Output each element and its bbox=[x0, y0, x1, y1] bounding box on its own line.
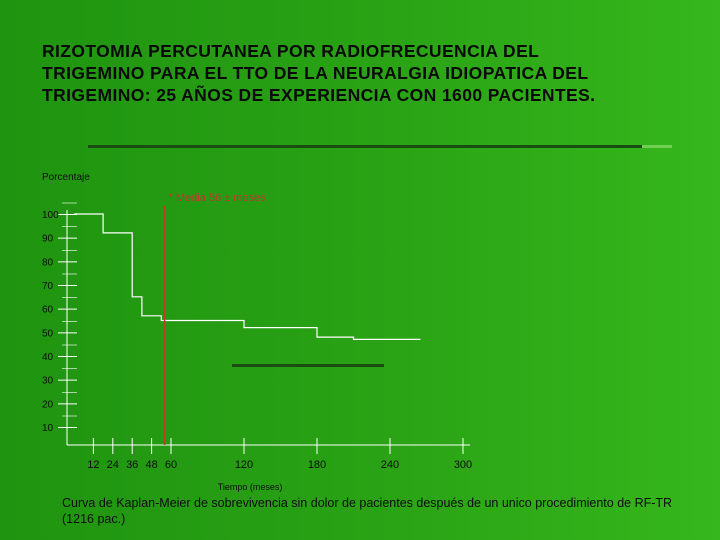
y-tick-label: 60 bbox=[42, 305, 54, 316]
y-tick-label: 40 bbox=[42, 352, 54, 363]
x-tick-label: 180 bbox=[308, 459, 326, 471]
x-tick-label: 60 bbox=[165, 459, 177, 471]
divider-middle bbox=[232, 364, 384, 367]
x-tick-label: 48 bbox=[145, 459, 157, 471]
slide-title: RIZOTOMIA PERCUTANEA POR RADIOFRECUENCIA… bbox=[42, 40, 682, 106]
divider-top-accent bbox=[642, 145, 672, 148]
y-axis-label: Porcentaje bbox=[42, 172, 90, 183]
y-tick-label: 80 bbox=[42, 257, 54, 268]
divider-top bbox=[88, 145, 642, 148]
y-tick-label: 20 bbox=[42, 399, 54, 410]
y-tick-label: 10 bbox=[42, 423, 54, 434]
x-tick-label: 24 bbox=[107, 459, 119, 471]
x-axis-label: Tiempo (meses) bbox=[218, 482, 283, 492]
title-line-3: TRIGEMINO: 25 AÑOS DE EXPERIENCIA CON 16… bbox=[42, 85, 596, 105]
y-tick-label: 70 bbox=[42, 281, 54, 292]
x-tick-label: 36 bbox=[126, 459, 138, 471]
y-tick-label: 100 bbox=[42, 210, 59, 221]
survival-curve bbox=[74, 213, 421, 340]
y-tick-label: 90 bbox=[42, 234, 54, 245]
title-line-1: RIZOTOMIA PERCUTANEA POR RADIOFRECUENCIA… bbox=[42, 41, 540, 61]
x-tick-label: 12 bbox=[87, 459, 99, 471]
y-tick-label: 30 bbox=[42, 376, 54, 387]
x-tick-label: 240 bbox=[381, 459, 399, 471]
chart-caption: Curva de Kaplan-Meier de sobrevivencia s… bbox=[62, 496, 673, 526]
x-tick-label: 120 bbox=[235, 459, 253, 471]
x-tick-label: 300 bbox=[454, 459, 472, 471]
median-annotation: * Media 56 ± meses bbox=[169, 192, 267, 204]
title-line-2: TRIGEMINO PARA EL TTO DE LA NEURALGIA ID… bbox=[42, 63, 589, 83]
y-tick-label: 50 bbox=[42, 328, 54, 339]
